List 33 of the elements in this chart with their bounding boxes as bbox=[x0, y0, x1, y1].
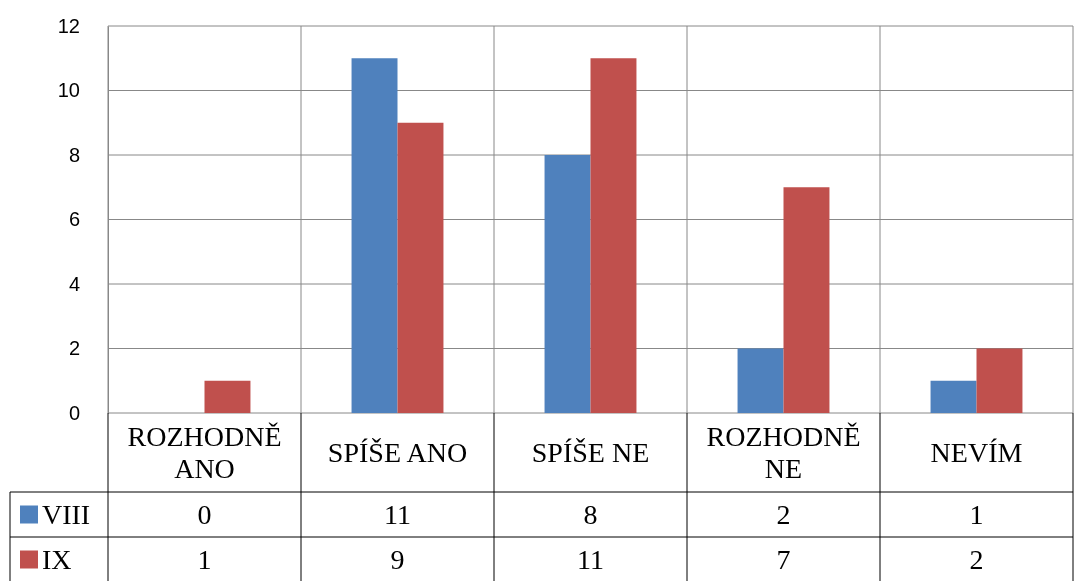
legend-label: VIII bbox=[42, 499, 91, 531]
y-tick-label: 12 bbox=[57, 14, 80, 37]
legend-label: IX bbox=[42, 544, 72, 576]
bar bbox=[590, 58, 637, 413]
x-tick-label: ROZHODNĚ NE bbox=[706, 421, 861, 485]
y-tick-label: 6 bbox=[68, 208, 80, 231]
data-label: 9 bbox=[390, 544, 405, 576]
bar bbox=[930, 380, 977, 413]
y-tick-label: 2 bbox=[68, 337, 80, 360]
data-label: 2 bbox=[776, 499, 791, 531]
bar bbox=[783, 187, 830, 413]
x-tick-label: ROZHODNĚ ANO bbox=[127, 421, 282, 485]
y-tick-label: 4 bbox=[68, 272, 80, 295]
data-label: 8 bbox=[583, 499, 598, 531]
y-tick-label: 10 bbox=[57, 79, 80, 102]
data-label: 11 bbox=[577, 544, 604, 576]
y-tick-label: 0 bbox=[68, 401, 80, 424]
data-label: 1 bbox=[197, 544, 212, 576]
bar bbox=[397, 122, 444, 413]
x-tick-label: SPÍŠE ANO bbox=[327, 437, 468, 469]
data-label: 0 bbox=[197, 499, 212, 531]
data-label: 7 bbox=[776, 544, 791, 576]
data-label: 1 bbox=[969, 499, 984, 531]
x-tick-label: SPÍŠE NE bbox=[531, 437, 650, 469]
data-label: 2 bbox=[969, 544, 984, 576]
data-label: 11 bbox=[384, 499, 411, 531]
bar bbox=[737, 348, 784, 413]
x-tick-label: NEVÍM bbox=[930, 437, 1023, 469]
bar bbox=[351, 58, 398, 413]
y-tick-label: 8 bbox=[68, 143, 80, 166]
bar bbox=[976, 348, 1023, 413]
bar bbox=[204, 380, 251, 413]
bar bbox=[544, 155, 591, 413]
